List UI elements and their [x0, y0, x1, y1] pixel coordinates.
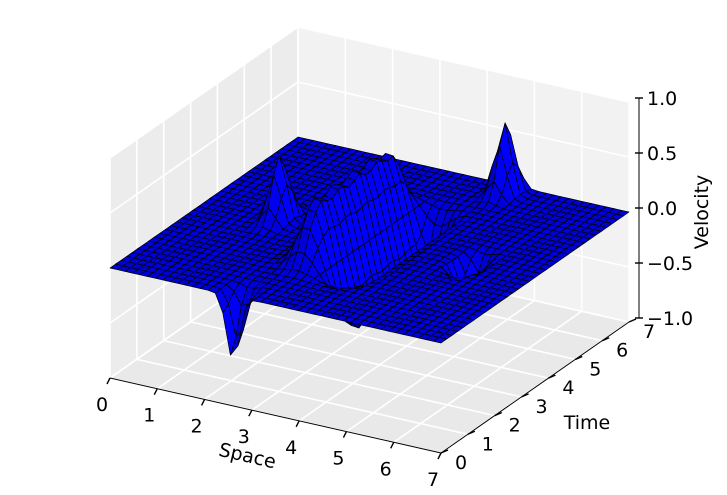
y-tick-mark	[601, 337, 610, 342]
x-tick-mark	[342, 431, 348, 438]
x-tick-mark	[106, 377, 111, 385]
z-axis-label: Velocity	[691, 175, 713, 250]
x-tick-label: 7	[427, 469, 439, 491]
x-tick-label: 1	[143, 405, 155, 427]
y-tick-label: 6	[616, 340, 628, 362]
y-tick-label: 3	[536, 396, 548, 418]
z-tick-label: −1.0	[647, 308, 693, 330]
y-tick-label: 1	[482, 433, 494, 455]
y-tick-label: 5	[589, 358, 601, 380]
y-tick-mark	[440, 449, 449, 454]
z-tick-label: 0.5	[647, 143, 677, 165]
x-tick-label: 0	[96, 394, 108, 416]
y-tick-mark	[628, 318, 637, 323]
x-tick-mark	[295, 420, 300, 428]
x-tick-label: 5	[332, 448, 344, 470]
x-tick-mark	[200, 399, 206, 406]
y-tick-mark	[467, 430, 476, 435]
x-tick-label: 2	[191, 415, 203, 437]
grid-line	[109, 81, 630, 214]
x-tick-mark	[390, 441, 395, 449]
y-tick-mark	[575, 355, 583, 361]
x-tick-label: 6	[380, 458, 392, 480]
x-axis-line	[109, 377, 442, 454]
z-tick-label: 1.0	[647, 88, 677, 110]
z-tick-label: −0.5	[647, 253, 693, 275]
y-tick-label: 4	[562, 377, 574, 399]
x-tick-mark	[248, 409, 253, 417]
axes-lines	[106, 97, 643, 460]
surface-mesh	[109, 122, 630, 356]
y-tick-label: 0	[455, 452, 467, 474]
x-axis-label: Space	[217, 439, 278, 473]
z-tick-label: 0.0	[647, 198, 677, 220]
surface-facet	[214, 288, 229, 314]
y-tick-mark	[548, 374, 556, 379]
y-tick-mark	[521, 393, 529, 398]
grid-line	[109, 26, 630, 159]
x-tick-label: 3	[238, 426, 250, 448]
y-tick-mark	[494, 411, 502, 417]
x-tick-label: 4	[285, 437, 297, 459]
y-axis-line	[440, 321, 630, 454]
y-tick-label: 7	[643, 321, 655, 343]
x-tick-mark	[437, 452, 442, 460]
surface-facet	[433, 337, 447, 344]
y-tick-label: 2	[509, 415, 521, 437]
x-tick-mark	[153, 388, 158, 396]
y-axis-label: Time	[563, 412, 611, 434]
